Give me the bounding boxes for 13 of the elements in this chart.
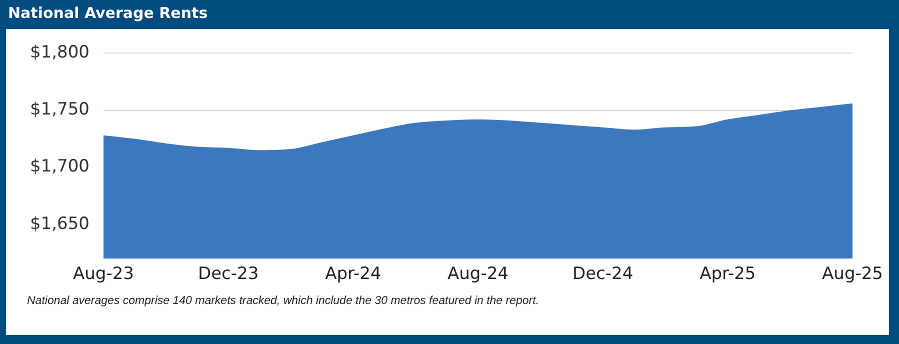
text: National averages comprise 140 markets tracked, which include the 30 metros featured in the report. <box>27 294 540 309</box>
y-tick-label: $1,800 <box>30 42 90 63</box>
y-tick-label: $1,750 <box>30 100 90 120</box>
y-tick-label: $1,650 <box>30 214 90 234</box>
chart-title: National Average Rents <box>8 4 208 22</box>
x-tick-label: Aug-24 <box>448 264 508 284</box>
x-tick-label: Dec-23 <box>198 264 259 284</box>
x-tick-label: Aug-23 <box>73 264 134 284</box>
x-tick-label: Apr-24 <box>325 264 382 284</box>
x-tick-label: Dec-24 <box>572 264 634 284</box>
y-tick-label: $1,700 <box>30 156 90 177</box>
x-tick-label: Aug-25 <box>822 264 884 284</box>
x-tick-label: Apr-25 <box>700 264 756 284</box>
